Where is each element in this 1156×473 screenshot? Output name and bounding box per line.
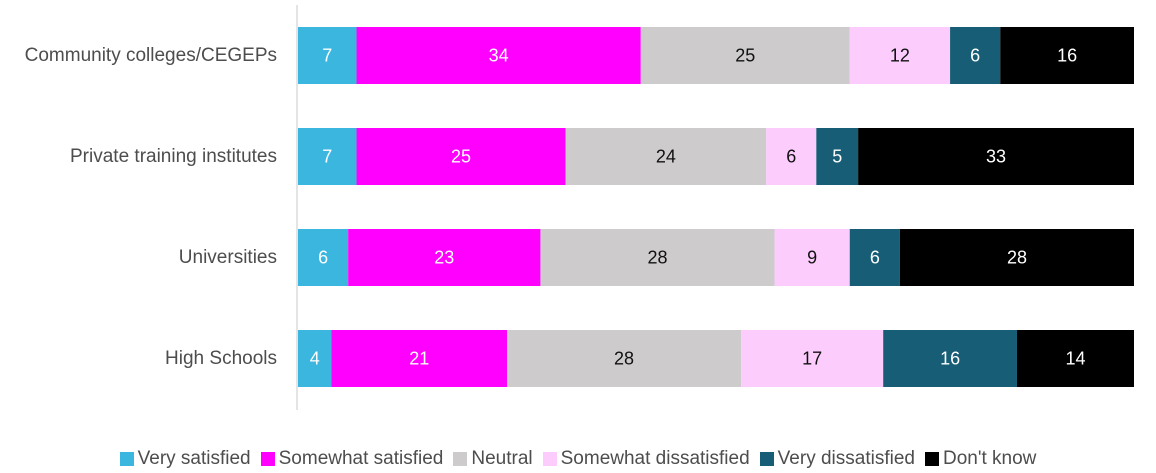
- data-label: 16: [1057, 46, 1077, 66]
- data-label: 6: [970, 46, 980, 66]
- legend-label: Neutral: [471, 448, 533, 469]
- legend-item: Neutral: [453, 448, 533, 470]
- category-label: Private training institutes: [70, 146, 277, 167]
- bar-segment: [298, 330, 332, 387]
- legend-item: Somewhat dissatisfied: [542, 448, 750, 470]
- bar-segment: [849, 27, 951, 84]
- data-label: 16: [940, 349, 960, 369]
- data-label: 28: [614, 349, 634, 369]
- bar-segment: [331, 330, 507, 387]
- data-label: 7: [322, 46, 332, 66]
- bar-segment: [298, 229, 349, 286]
- bar-segment: [298, 128, 357, 185]
- bar-segment: [565, 128, 767, 185]
- legend-swatch: [759, 452, 774, 466]
- legend-swatch: [260, 452, 275, 466]
- bar-segment: [816, 128, 859, 185]
- bar-segment: [950, 27, 1001, 84]
- bar-segment: [356, 128, 566, 185]
- bar-segment: [774, 229, 850, 286]
- bar-segment: [540, 229, 775, 286]
- legend-label: Somewhat dissatisfied: [560, 448, 750, 469]
- data-label: 33: [986, 147, 1006, 167]
- data-label: 7: [322, 147, 332, 167]
- bar-segment: [356, 27, 641, 84]
- data-label: 21: [409, 349, 429, 369]
- data-label: 28: [1007, 248, 1027, 268]
- legend-label: Somewhat satisfied: [278, 448, 444, 469]
- data-label: 25: [735, 46, 755, 66]
- category-label: Universities: [179, 247, 277, 268]
- bar-segment: [899, 229, 1134, 286]
- legend-item: Don't know: [924, 448, 1037, 470]
- bar-segments: 7 34 25 12 6 16 7 25 24 6 5 33 6 23 28 9 6 28 4 21 28 17 16 14: [298, 27, 1134, 387]
- data-label: 5: [832, 147, 842, 167]
- data-label: 25: [451, 147, 471, 167]
- data-label: 6: [786, 147, 796, 167]
- legend-item: Somewhat satisfied: [260, 448, 444, 470]
- legend-label: Very dissatisfied: [777, 448, 915, 469]
- bar-segment: [1016, 330, 1134, 387]
- category-labels: Community colleges/CEGEPs Private trainin…: [25, 45, 277, 369]
- legend-label: Don't know: [942, 448, 1037, 469]
- legend-item: Very dissatisfied: [759, 448, 915, 470]
- stacked-bar-chart: Community colleges/CEGEPs Private trainin…: [25, 5, 1134, 410]
- legend-label: Very satisfied: [137, 448, 251, 469]
- data-label: 17: [802, 349, 822, 369]
- data-label: 24: [656, 147, 676, 167]
- bar-segment: [849, 229, 900, 286]
- bar-segment: [640, 27, 850, 84]
- legend: Very satisfied Somewhat satisfied Neutral S…: [0, 446, 1156, 472]
- category-label: High Schools: [165, 348, 277, 369]
- legend-swatch: [119, 452, 134, 466]
- bar-segment: [298, 27, 357, 84]
- legend-item: Very satisfied: [119, 448, 251, 470]
- data-label: 34: [489, 46, 509, 66]
- legend-swatch: [542, 452, 557, 466]
- data-label: 6: [870, 248, 880, 268]
- category-label: Community colleges/CEGEPs: [25, 45, 277, 66]
- data-label: 6: [318, 248, 328, 268]
- bar-segment: [1000, 27, 1134, 84]
- bar-segment: [883, 330, 1017, 387]
- legend-swatch: [453, 452, 468, 466]
- bar-segment: [348, 229, 541, 286]
- data-label: 9: [807, 248, 817, 268]
- data-label: 28: [647, 248, 667, 268]
- data-label: 14: [1065, 349, 1085, 369]
- data-label: 23: [434, 248, 454, 268]
- data-label: 4: [310, 349, 320, 369]
- legend-swatch: [924, 452, 939, 466]
- bar-segment: [766, 128, 817, 185]
- bar-segment: [507, 330, 742, 387]
- bar-segment: [741, 330, 884, 387]
- bar-segment: [858, 128, 1134, 185]
- data-label: 12: [890, 46, 910, 66]
